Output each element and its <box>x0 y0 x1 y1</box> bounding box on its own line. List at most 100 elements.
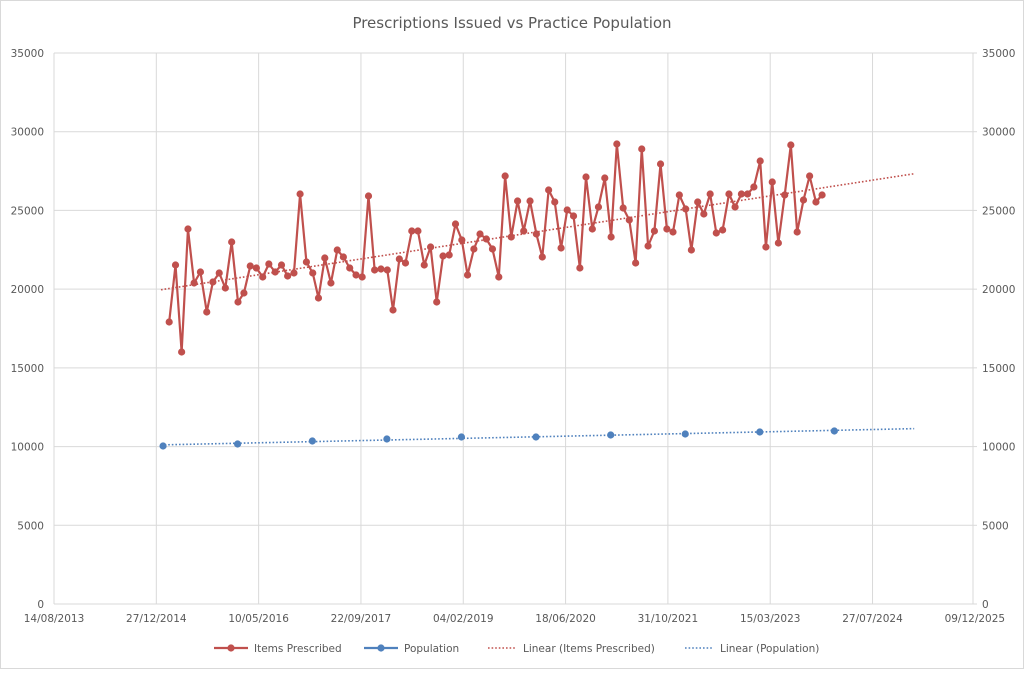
data-point-items-prescribed <box>781 191 789 199</box>
data-point-items-prescribed <box>507 233 515 241</box>
data-point-population <box>830 427 838 435</box>
x-tick-label: 31/10/2021 <box>638 613 699 625</box>
data-point-items-prescribed <box>364 192 373 200</box>
data-point-items-prescribed <box>682 205 690 213</box>
data-point-items-prescribed <box>762 243 770 251</box>
legend-marker-population <box>377 644 385 652</box>
y2-tick-label: 15000 <box>982 363 1015 375</box>
x-tick-label: 14/08/2013 <box>24 613 85 625</box>
legend-marker-items-prescribed <box>227 644 235 652</box>
data-point-items-prescribed <box>395 255 403 263</box>
y-tick-label: 30000 <box>11 127 44 139</box>
y-tick-label: 0 <box>37 599 44 611</box>
data-point-items-prescribed <box>607 233 615 241</box>
data-point-items-prescribed <box>165 318 173 326</box>
data-point-items-prescribed <box>538 253 546 261</box>
data-point-items-prescribed <box>445 251 453 259</box>
data-point-items-prescribed <box>339 253 347 261</box>
data-point-items-prescribed <box>290 269 298 277</box>
data-point-items-prescribed <box>240 289 248 297</box>
data-point-items-prescribed <box>737 190 746 198</box>
y-tick-label: 15000 <box>11 363 44 375</box>
data-point-items-prescribed <box>271 268 279 276</box>
data-point-items-prescribed <box>700 210 708 218</box>
y2-tick-label: 20000 <box>982 284 1015 296</box>
data-point-items-prescribed <box>352 271 360 279</box>
data-point-items-prescribed <box>495 273 503 281</box>
data-point-items-prescribed <box>309 269 317 277</box>
data-point-items-prescribed <box>408 227 416 235</box>
data-point-items-prescribed <box>768 178 776 186</box>
data-point-items-prescribed <box>638 145 646 153</box>
x-tick-label: 18/06/2020 <box>535 613 596 625</box>
data-point-items-prescribed <box>557 244 565 252</box>
data-point-items-prescribed <box>221 284 229 292</box>
legend-label-items-prescribed: Items Prescribed <box>254 643 342 655</box>
data-point-items-prescribed <box>470 245 478 253</box>
data-point-items-prescribed <box>252 264 260 272</box>
x-tick-label: 10/05/2016 <box>228 613 289 625</box>
data-point-population <box>457 433 466 441</box>
x-tick-label: 04/02/2019 <box>433 613 494 625</box>
data-point-items-prescribed <box>563 206 571 214</box>
data-point-population <box>308 437 316 445</box>
data-point-population <box>532 433 540 441</box>
y-tick-label: 35000 <box>11 48 44 60</box>
series-line-items-prescribed <box>168 142 823 354</box>
axes: 0 0 5000 5000 10000 10000 15000 15000 20000 20000… <box>11 48 1016 625</box>
data-point-items-prescribed <box>687 246 695 254</box>
x-tick-label: 09/12/2025 <box>945 613 1006 625</box>
legend-item-linear-items-prescribed[interactable]: Linear (Items Prescribed) <box>488 643 655 655</box>
y-tick-label: 20000 <box>11 284 44 296</box>
data-point-items-prescribed <box>333 246 341 254</box>
data-point-items-prescribed <box>774 239 782 247</box>
data-point-items-prescribed <box>650 227 659 235</box>
data-point-items-prescribed <box>234 298 242 306</box>
data-point-items-prescribed <box>371 266 379 274</box>
data-point-items-prescribed <box>526 197 534 205</box>
y2-tick-label: 0 <box>982 599 989 611</box>
data-point-items-prescribed <box>414 227 422 235</box>
y-tick-label: 5000 <box>17 520 44 532</box>
data-point-items-prescribed <box>712 229 720 237</box>
legend-item-population[interactable]: Population <box>364 643 459 655</box>
legend-label-linear-population: Linear (Population) <box>720 643 819 655</box>
data-point-items-prescribed <box>296 190 304 198</box>
data-point-items-prescribed <box>259 273 267 281</box>
y2-tick-label: 5000 <box>982 520 1009 532</box>
data-point-items-prescribed <box>178 348 186 356</box>
data-point-items-prescribed <box>787 141 795 149</box>
data-point-items-prescribed <box>632 259 640 267</box>
data-point-items-prescribed <box>588 225 596 233</box>
legend-item-items-prescribed[interactable]: Items Prescribed <box>214 643 342 655</box>
data-point-items-prescribed <box>433 298 441 306</box>
data-point-items-prescribed <box>426 243 435 251</box>
data-point-items-prescribed <box>706 190 714 198</box>
data-point-items-prescribed <box>669 228 677 236</box>
data-point-items-prescribed <box>284 272 292 280</box>
data-point-items-prescribed <box>383 266 391 274</box>
x-tick-label: 27/07/2024 <box>842 613 903 625</box>
data-point-items-prescribed <box>799 196 808 204</box>
data-point-items-prescribed <box>203 308 211 316</box>
data-point-items-prescribed <box>389 306 397 314</box>
data-point-items-prescribed <box>246 262 254 270</box>
legend-item-linear-population[interactable]: Linear (Population) <box>685 643 819 655</box>
data-point-items-prescribed <box>619 204 627 212</box>
data-point-items-prescribed <box>812 198 820 206</box>
data-point-items-prescribed <box>358 273 366 281</box>
trendlines <box>160 172 915 446</box>
data-point-items-prescribed <box>656 160 665 168</box>
data-point-items-prescribed <box>594 203 603 211</box>
data-point-items-prescribed <box>184 225 192 233</box>
data-point-population <box>159 442 167 450</box>
chart-title: Prescriptions Issued vs Practice Populat… <box>352 14 671 32</box>
data-point-items-prescribed <box>190 279 198 287</box>
data-point-population <box>756 428 764 436</box>
data-point-population <box>607 431 615 439</box>
data-point-items-prescribed <box>215 269 223 277</box>
x-tick-label: 27/12/2014 <box>126 613 187 625</box>
data-point-items-prescribed <box>582 173 590 181</box>
data-point-items-prescribed <box>302 258 311 266</box>
